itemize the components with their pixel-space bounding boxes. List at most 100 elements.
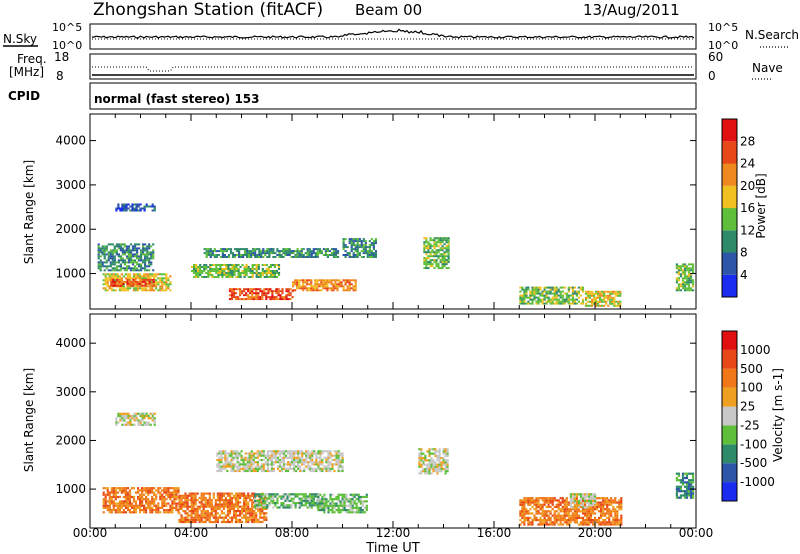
power-cell (314, 248, 317, 251)
power-cell (441, 249, 444, 252)
velocity-cell (194, 492, 197, 495)
power-cell (342, 248, 345, 251)
velocity-cell (559, 501, 562, 504)
velocity-cell (521, 510, 524, 513)
power-cell (541, 294, 544, 297)
power-cell (374, 252, 377, 255)
power-cell (141, 289, 144, 292)
power-cell (599, 292, 602, 295)
power-cell (286, 250, 289, 253)
power-cell (124, 273, 127, 276)
power-cell (114, 273, 117, 276)
power-frame (89, 113, 697, 310)
power-cell (569, 298, 572, 301)
velocity-cell (527, 510, 530, 513)
velocity-cell (259, 507, 262, 510)
velocity-cell (353, 500, 356, 503)
power-cell (225, 256, 228, 258)
power-cell (161, 289, 164, 292)
velocity-cell (250, 458, 253, 462)
power-cell (255, 264, 258, 266)
velocity-cell (245, 503, 248, 506)
velocity-cell (319, 493, 322, 496)
station-title: Zhongshan Station (fitACF) (93, 0, 323, 20)
velocity-cell (675, 490, 678, 493)
power-cell (209, 264, 212, 266)
power-cell (374, 256, 377, 258)
velocity-cell (573, 497, 576, 500)
power-cell (149, 285, 152, 288)
velocity-cell (598, 501, 601, 504)
velocity-cell (577, 506, 580, 509)
velocity-cell (422, 467, 425, 471)
velocity-cell (343, 506, 346, 509)
power-cell (105, 267, 108, 270)
velocity-cell (608, 512, 611, 515)
velocity-cell (117, 414, 120, 418)
velocity-cell (192, 510, 195, 513)
velocity-cell (110, 498, 113, 501)
velocity-cell (149, 487, 152, 490)
power-cell (227, 256, 231, 258)
velocity-cell (151, 419, 154, 422)
velocity-cell (596, 505, 599, 509)
velocity-cell (196, 499, 199, 502)
velocity-cell (313, 452, 316, 455)
power-cell (167, 279, 170, 282)
velocity-cell (313, 450, 316, 453)
power-cell (577, 292, 580, 295)
velocity-cell (256, 506, 259, 509)
power-cell (245, 270, 248, 272)
velocity-cell (436, 463, 439, 466)
power-cell (529, 292, 532, 295)
power-cell (145, 277, 148, 280)
velocity-cell (194, 518, 197, 521)
power-cell (146, 278, 149, 281)
velocity-colorbar-swatch (722, 387, 737, 407)
velocity-cell (294, 506, 297, 509)
power-cell (153, 283, 156, 286)
velocity-cell (335, 454, 338, 457)
power-cell (358, 254, 361, 256)
velocity-colorbar-swatch (722, 425, 737, 445)
power-cell (228, 290, 232, 293)
power-cell (445, 259, 448, 262)
velocity-cell (118, 489, 121, 492)
power-cell (445, 241, 448, 244)
power-cell (537, 302, 540, 305)
power-cell (308, 279, 311, 282)
velocity-cell (218, 507, 221, 510)
velocity-cell (303, 452, 306, 455)
power-cell (138, 255, 141, 258)
power-cell (324, 287, 327, 290)
power-cell (441, 265, 444, 268)
power-cell (447, 261, 450, 264)
power-cell (132, 287, 136, 290)
power-cell (232, 292, 236, 295)
velocity-cell (692, 496, 695, 499)
power-cell (314, 254, 317, 256)
velocity-cell (299, 450, 302, 453)
power-cell (157, 277, 160, 280)
velocity-cell (272, 497, 275, 500)
power-cell (316, 283, 319, 286)
power-cell (294, 256, 297, 258)
power-cell (255, 270, 258, 272)
velocity-cell (153, 421, 156, 424)
power-cell (239, 290, 242, 293)
power-cell (267, 268, 270, 270)
velocity-cell (311, 467, 314, 470)
velocity-cell (224, 514, 227, 517)
velocity-cell (186, 496, 189, 500)
power-cell (138, 263, 141, 266)
power-cell (431, 265, 434, 268)
power-cell (261, 268, 264, 270)
power-cell (320, 289, 323, 292)
power-cell (443, 237, 446, 240)
velocity-cell (130, 495, 134, 499)
power-cell (571, 288, 574, 291)
power-cell (246, 248, 249, 251)
velocity-cell (173, 489, 176, 492)
power-cell (302, 287, 305, 290)
velocity-cell (137, 491, 140, 494)
